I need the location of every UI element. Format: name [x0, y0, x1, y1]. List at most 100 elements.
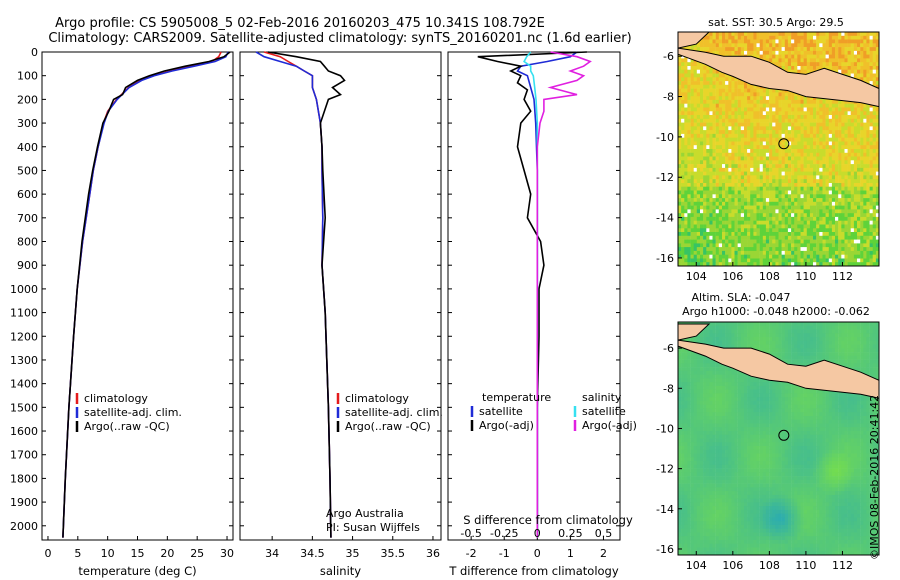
sst-cell: [684, 232, 688, 237]
sst-cell: [744, 186, 748, 191]
sst-cell: [806, 247, 811, 252]
sst-cell: [781, 149, 785, 154]
sst-cell: [847, 69, 851, 74]
sst-cell: [750, 156, 754, 161]
sla-cell: [825, 348, 829, 353]
sst-cell: [844, 250, 848, 255]
sst-cell: [866, 126, 870, 131]
sst-cell: [737, 107, 742, 112]
temperature-profile-ytick-label: 800: [17, 236, 38, 249]
sst-cell: [869, 209, 873, 214]
sla-cell: [756, 344, 760, 349]
sst-cell: [696, 186, 701, 191]
sla-cell: [687, 352, 691, 357]
sst-cell: [700, 183, 704, 188]
sst-cell: [725, 171, 729, 176]
sst-cell: [816, 243, 820, 248]
sst-cell: [781, 54, 785, 59]
sst-cell: [744, 81, 748, 86]
sst-cell: [816, 254, 820, 259]
sst-cell: [822, 179, 826, 184]
sst-cell: [781, 152, 785, 157]
sst-cell: [765, 32, 770, 37]
sst-cell: [678, 232, 682, 237]
sst-cell: [822, 205, 826, 210]
sst-cell: [703, 107, 707, 112]
sst-cell: [803, 137, 807, 142]
sst-cell: [825, 186, 829, 191]
sst-cell: [744, 220, 748, 225]
sst-cell: [712, 92, 716, 97]
sst-cell: [753, 262, 757, 267]
sst-cell: [709, 228, 713, 233]
sst-cell: [706, 224, 710, 229]
sst-cell: [734, 50, 738, 55]
sst-cell: [869, 167, 873, 172]
sst-cell: [853, 47, 858, 52]
sst-cell: [731, 141, 735, 146]
sla-cell: [825, 329, 829, 334]
sst-cell: [809, 213, 814, 218]
sst-cell: [709, 232, 713, 237]
sst-cell: [844, 111, 848, 116]
sla-cell: [838, 352, 842, 357]
sst-cell: [872, 190, 877, 195]
sst-cell: [838, 247, 842, 252]
sst-cell: [869, 50, 873, 55]
sst-cell: [684, 103, 688, 108]
sst-cell: [813, 96, 817, 101]
sla-cell: [787, 325, 792, 330]
sst-cell: [775, 47, 779, 52]
sla-cell: [866, 359, 870, 364]
sst-cell: [740, 84, 745, 89]
series-line-t-argo-adj-: [477, 51, 587, 538]
sst-cell: [750, 149, 754, 154]
sst-cell: [775, 247, 779, 252]
sla-cell: [825, 337, 829, 342]
sst-cell: [737, 179, 742, 184]
sst-cell: [756, 32, 760, 37]
sst-cell: [703, 179, 707, 184]
sst-cell: [693, 137, 698, 142]
sst-cell: [813, 183, 817, 188]
sst-cell: [696, 250, 701, 255]
sst-cell: [819, 235, 823, 240]
sst-cell: [775, 167, 779, 172]
sst-cell: [813, 243, 817, 248]
sst-cell: [784, 183, 789, 188]
sst-cell: [863, 69, 867, 74]
sst-cell: [800, 43, 804, 48]
sst-cell: [756, 243, 760, 248]
sst-cell: [831, 122, 836, 127]
sla-cell: [759, 322, 764, 327]
sst-cell: [784, 96, 789, 101]
sst-cell: [841, 198, 845, 203]
sst-cell: [787, 164, 792, 169]
sla-cell: [734, 329, 738, 334]
sst-cell: [784, 107, 789, 112]
sst-cell: [706, 88, 710, 93]
sst-cell: [700, 118, 704, 123]
sst-cell: [684, 258, 688, 263]
sst-cell: [857, 156, 861, 161]
sst-cell: [850, 164, 855, 169]
sst-cell: [787, 107, 792, 112]
sst-cell: [872, 149, 877, 154]
sst-cell: [847, 179, 851, 184]
sla-cell: [875, 333, 880, 338]
sst-cell: [860, 43, 864, 48]
sst-cell: [772, 235, 776, 240]
sst-cell: [765, 160, 770, 165]
sst-cell: [847, 239, 851, 244]
sst-cell: [712, 167, 716, 172]
sst-cell: [794, 194, 798, 199]
sst-cell: [841, 175, 845, 180]
sst-cell: [822, 58, 826, 63]
sst-cell: [753, 137, 757, 142]
temperature-profile-ytick-label: 100: [17, 70, 38, 83]
sst-cell: [728, 239, 732, 244]
sst-cell: [863, 66, 867, 71]
sst-title: sat. SST: 30.5 Argo: 29.5: [708, 16, 844, 29]
sst-cell: [872, 58, 877, 63]
sst-cell: [722, 107, 726, 112]
